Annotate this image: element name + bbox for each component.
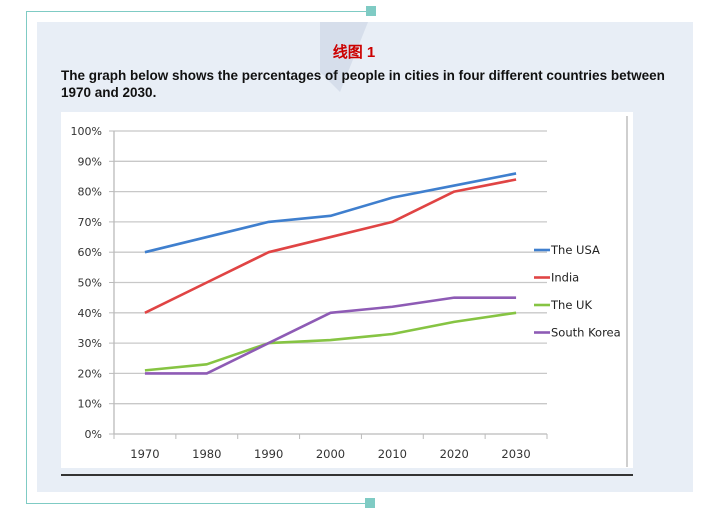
y-tick-label: 10% [78, 398, 102, 411]
legend: The USA India The UK South Korea [534, 243, 621, 340]
y-tick-label: 60% [78, 246, 102, 259]
chart-right-border [626, 116, 628, 467]
legend-item: India [534, 271, 579, 285]
legend-label: India [551, 271, 579, 285]
y-tick-label: 0% [85, 428, 102, 441]
y-tick-label: 40% [78, 307, 102, 320]
x-tick-labels: 1970 1980 1990 2000 2010 2020 2030 [130, 447, 530, 461]
frame-line-bottom [26, 503, 371, 504]
legend-label: South Korea [551, 326, 621, 340]
frame-corner-square-top [366, 6, 376, 16]
legend-item: The UK [534, 298, 592, 312]
axes [113, 131, 548, 439]
y-tick-label: 30% [78, 337, 102, 350]
chart-area [61, 112, 633, 468]
legend-item: The USA [534, 243, 600, 257]
figure-label: 线图 1 [332, 44, 376, 61]
legend-label: The USA [550, 243, 600, 257]
y-tick-label: 80% [78, 186, 102, 199]
y-tick-label: 20% [78, 367, 102, 380]
x-tick-label: 2000 [316, 447, 345, 461]
grid-lines [109, 130, 547, 435]
frame-corner-square-bottom [365, 498, 375, 508]
series-line-the-uk [144, 311, 517, 372]
y-tick-label: 90% [78, 155, 102, 168]
frame-line-top [26, 11, 371, 12]
x-tick-label: 2010 [378, 447, 407, 461]
decorative-wedge [320, 22, 368, 92]
series-line-india [144, 178, 517, 314]
figure-description: The graph below shows the percentages of… [61, 68, 665, 100]
x-tick-label: 1980 [192, 447, 221, 461]
y-tick-labels: 0% 10% 20% 30% 40% 50% 60% 70% 80% 90% 100% [71, 125, 102, 441]
x-tick-label: 2030 [501, 447, 530, 461]
frame-line-left [26, 11, 27, 504]
x-tick-label: 1990 [254, 447, 283, 461]
series-lines [144, 172, 517, 375]
y-tick-label: 50% [78, 277, 102, 290]
legend-label: The UK [550, 298, 592, 312]
series-line-the-usa [144, 172, 517, 254]
x-tick-label: 1970 [130, 447, 159, 461]
x-tick-label: 2020 [440, 447, 469, 461]
y-tick-label: 100% [71, 125, 102, 138]
y-tick-label: 70% [78, 216, 102, 229]
legend-item: South Korea [534, 326, 621, 340]
chart-bottom-border [61, 474, 633, 476]
series-line-south-korea [144, 296, 517, 375]
